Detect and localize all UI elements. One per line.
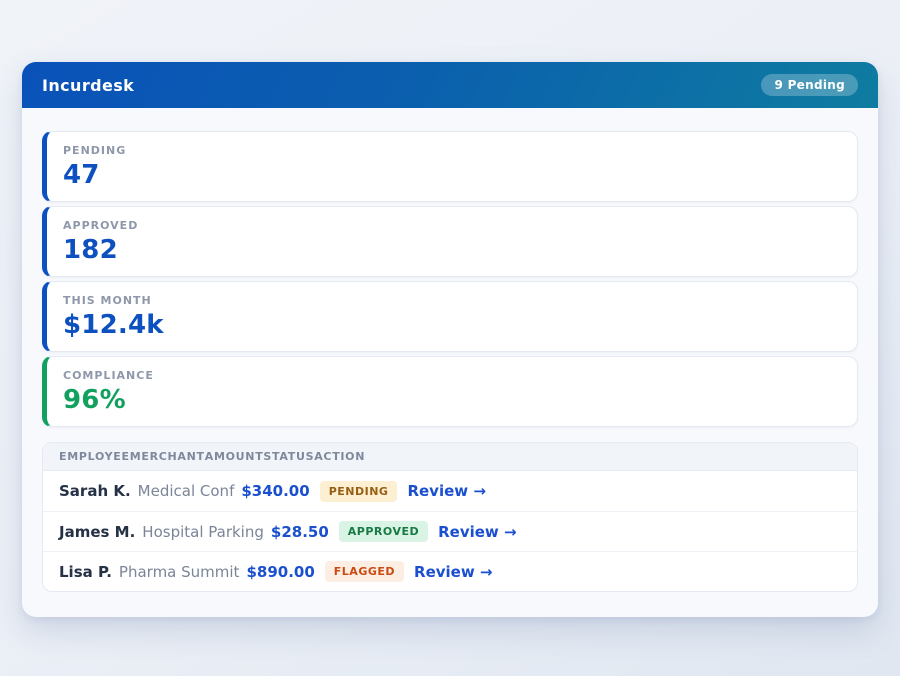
employee-name: Lisa P. bbox=[59, 562, 112, 581]
stat-value: 96% bbox=[63, 384, 126, 415]
stat-card-pending: PENDING 47 bbox=[42, 131, 858, 202]
status-badge: PENDING bbox=[319, 480, 398, 502]
status-badge: APPROVED bbox=[338, 521, 429, 542]
column-header-merchant: MERCHANT bbox=[129, 450, 205, 463]
stat-card-compliance: COMPLIANCE 96% bbox=[42, 356, 858, 427]
table-row: Lisa P. Pharma Summit $890.00 FLAGGED Re… bbox=[43, 551, 857, 591]
review-link[interactable]: Review → bbox=[414, 562, 493, 581]
app-content: PENDING 47 APPROVED 182 THIS MONTH $12.4… bbox=[22, 108, 878, 612]
stat-label: PENDING bbox=[63, 143, 127, 157]
review-link[interactable]: Review → bbox=[438, 522, 517, 541]
review-link[interactable]: Review → bbox=[407, 482, 486, 500]
merchant-name: Medical Conf bbox=[137, 482, 235, 500]
column-header-status: STATUS bbox=[263, 450, 315, 463]
merchant-name: Pharma Summit bbox=[118, 562, 240, 581]
stat-value: 182 bbox=[63, 234, 118, 265]
column-header-action: ACTION bbox=[314, 450, 366, 463]
employee-name: James M. bbox=[59, 522, 136, 541]
stat-label: APPROVED bbox=[63, 218, 139, 232]
app-title: Incurdesk bbox=[42, 75, 135, 95]
stat-value: 47 bbox=[63, 159, 100, 190]
stat-card-this-month: THIS MONTH $12.4k bbox=[42, 281, 858, 352]
app-card: Incurdesk 9 Pending PENDING 47 APPROVED … bbox=[22, 62, 878, 617]
stat-label: COMPLIANCE bbox=[63, 368, 154, 382]
table-row: Sarah K. Medical Conf $340.00 PENDING Re… bbox=[43, 471, 857, 511]
amount-value: $340.00 bbox=[241, 482, 310, 500]
stat-label: THIS MONTH bbox=[63, 293, 152, 307]
stat-card-approved: APPROVED 182 bbox=[42, 206, 858, 277]
amount-value: $28.50 bbox=[270, 522, 329, 541]
stat-value: $12.4k bbox=[63, 309, 164, 340]
amount-value: $890.00 bbox=[246, 562, 315, 581]
table-header-row: EMPLOYEE MERCHANT AMOUNT STATUS ACTION bbox=[43, 443, 857, 471]
column-header-amount: AMOUNT bbox=[204, 450, 264, 463]
expense-table: EMPLOYEE MERCHANT AMOUNT STATUS ACTION Sarah… bbox=[42, 442, 858, 592]
column-header-employee: EMPLOYEE bbox=[59, 450, 130, 463]
app-header: Incurdesk 9 Pending bbox=[22, 62, 878, 108]
status-badge: FLAGGED bbox=[324, 561, 405, 582]
employee-name: Sarah K. bbox=[59, 482, 131, 500]
merchant-name: Hospital Parking bbox=[142, 522, 264, 541]
table-row: James M. Hospital Parking $28.50 APPROVE… bbox=[43, 511, 857, 551]
pending-count-badge: 9 Pending bbox=[761, 74, 858, 96]
